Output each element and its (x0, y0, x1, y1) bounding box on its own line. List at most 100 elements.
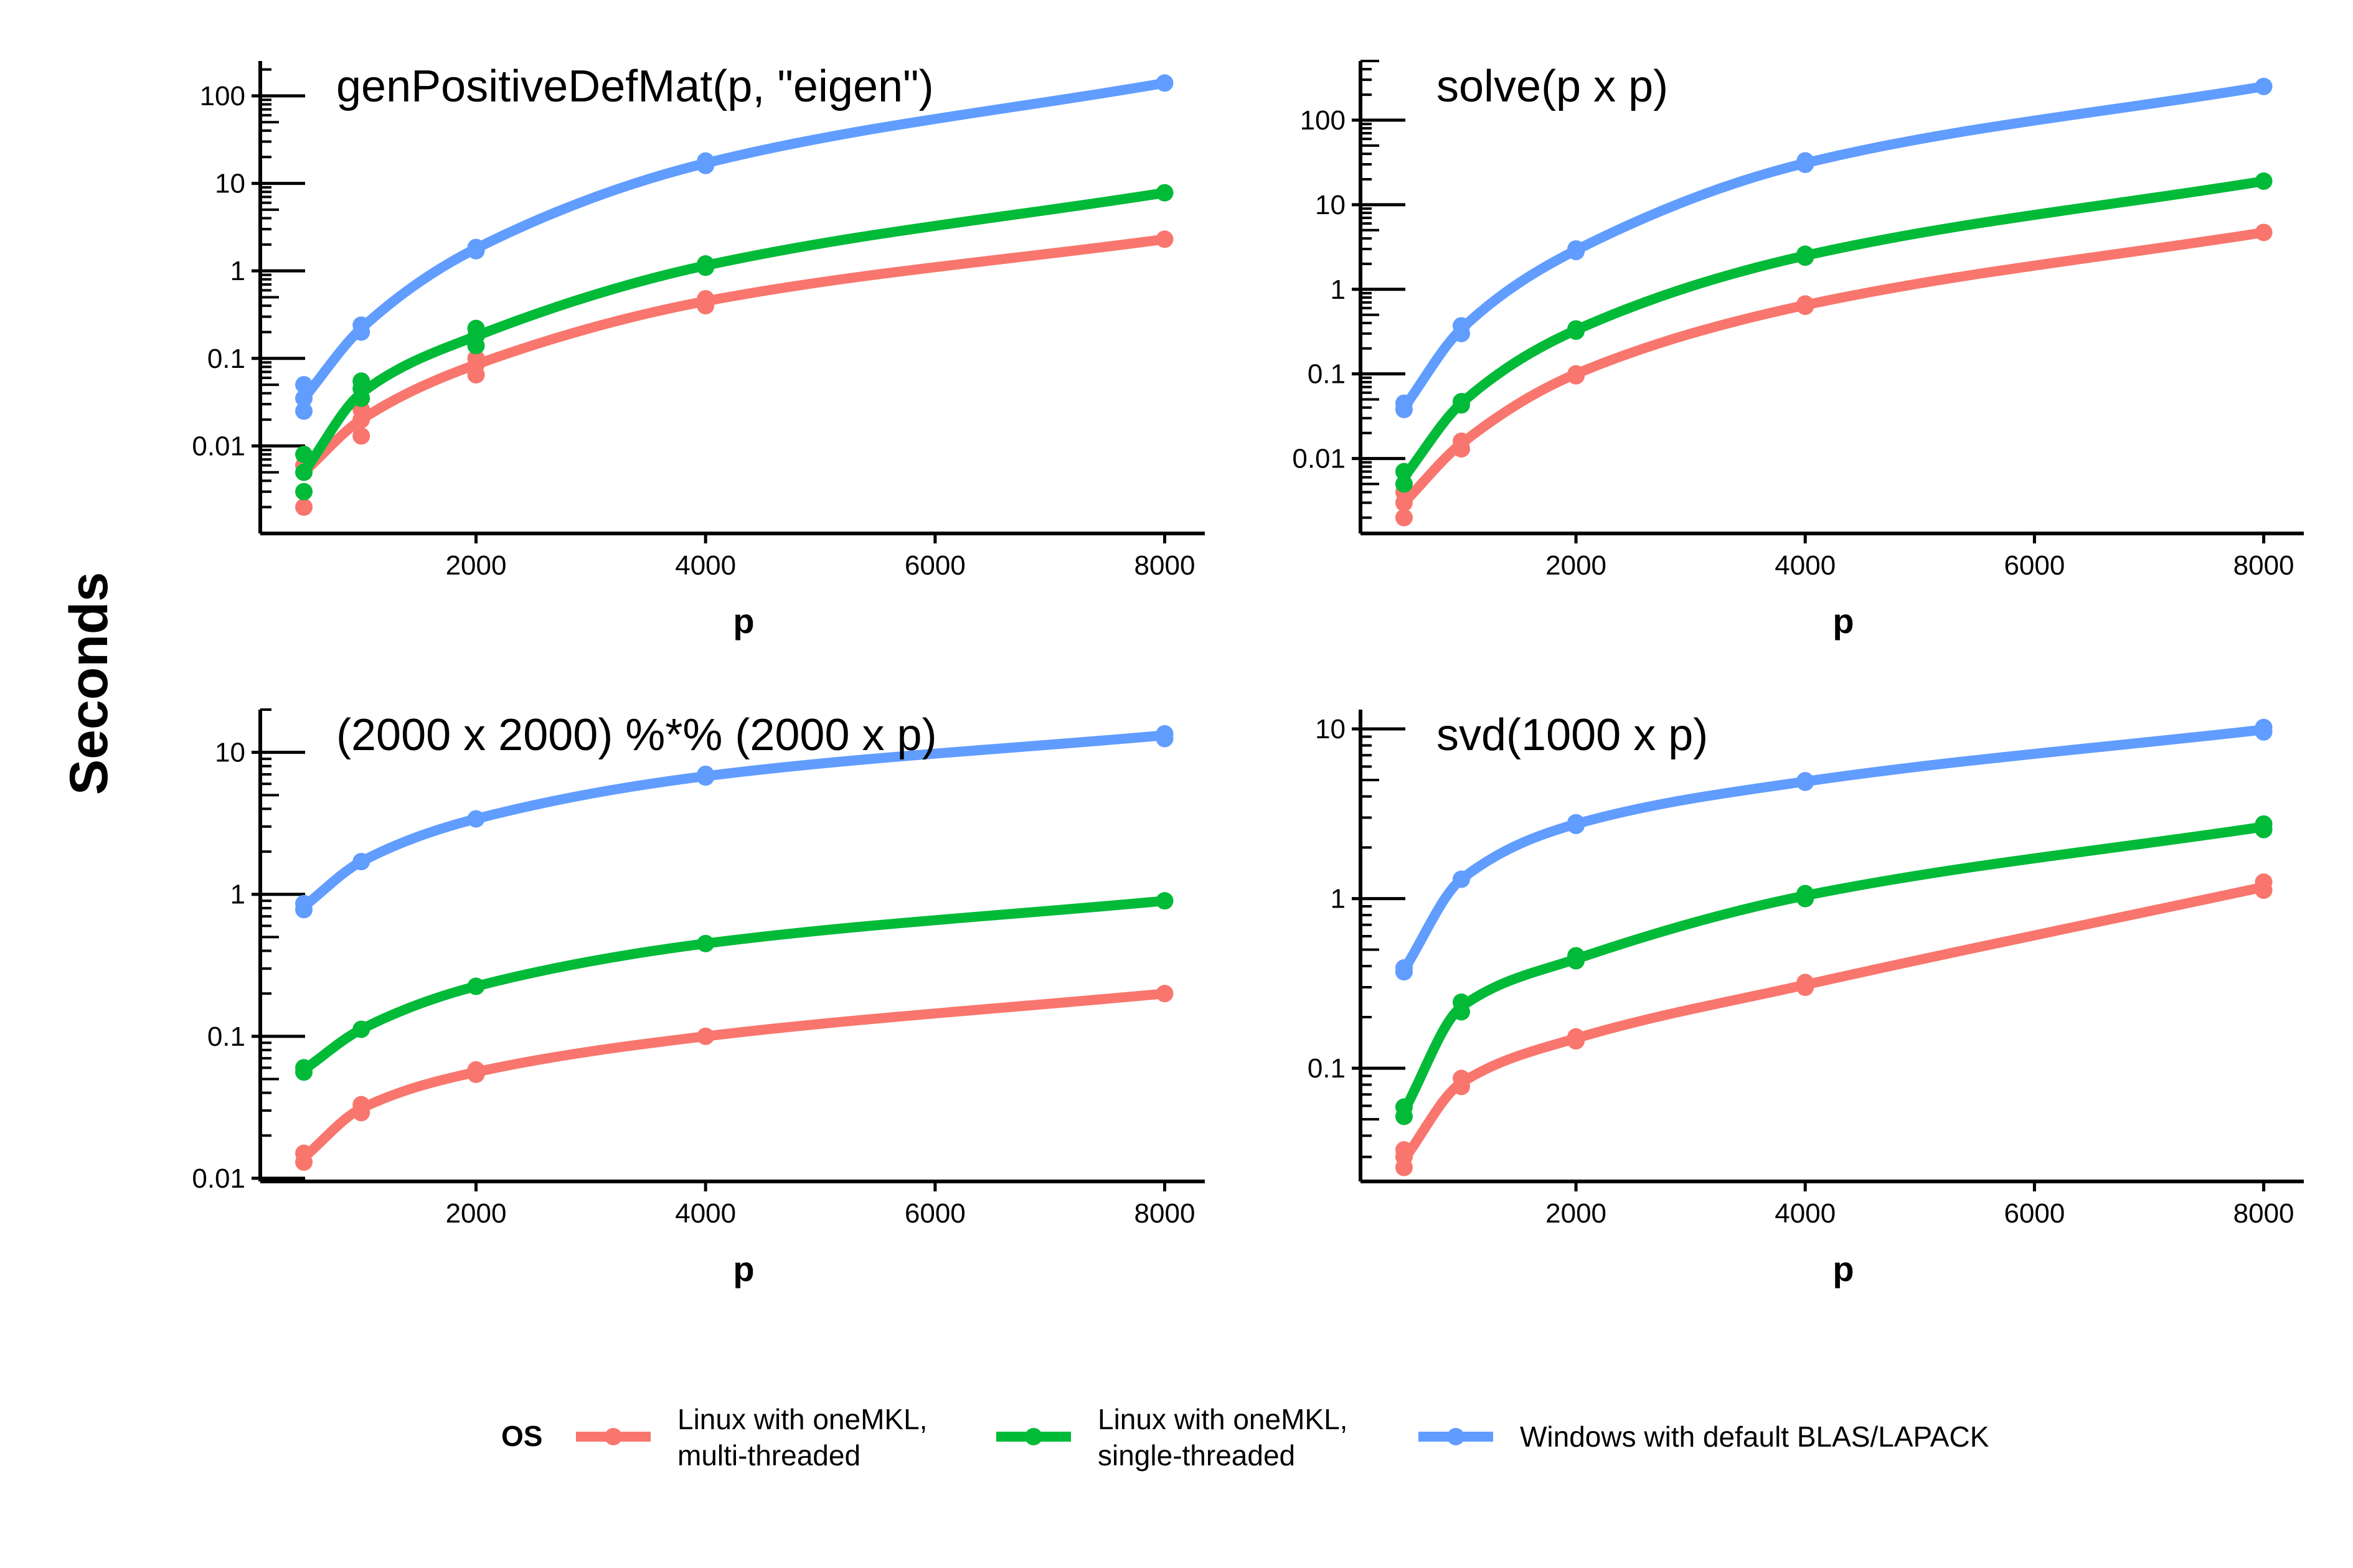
series-line (1399, 176, 2269, 482)
series-linux-with-onemkl-single-threaded (295, 892, 1174, 1081)
data-point (2255, 77, 2273, 95)
data-point (352, 427, 370, 445)
y-tick-label: 0.01 (1292, 444, 1346, 474)
y-axis-title: Seconds (59, 572, 119, 795)
data-point (1395, 475, 1413, 493)
data-point (467, 349, 485, 367)
y-tick-label: 1 (1331, 275, 1346, 305)
series-linux-with-onemkl-single-threaded (1395, 815, 2273, 1125)
data-point (295, 894, 313, 913)
y-tick-label: 1 (1331, 884, 1346, 914)
data-point (352, 853, 370, 871)
y-minor-ticks (1360, 735, 1379, 1158)
x-tick-label: 8000 (1134, 1198, 1195, 1229)
series-linux-with-onemkl-multi-threaded (295, 985, 1174, 1171)
legend-label: Windows with default BLAS/LAPACK (1520, 1420, 1989, 1453)
x-tick-label: 2000 (446, 1198, 507, 1229)
y-tick-label: 0.01 (192, 1163, 245, 1194)
x-tick-label: 6000 (2004, 550, 2065, 581)
panel-title: (2000 x 2000) %*% (2000 x p) (336, 710, 937, 760)
data-point (1452, 870, 1470, 888)
series-windows-with-default-blas-lapack (1395, 77, 2273, 418)
y-tick-label: 100 (200, 81, 245, 111)
legend-key-point (1447, 1428, 1464, 1445)
data-point (1156, 230, 1174, 248)
data-point (1395, 394, 1413, 412)
series-line (299, 187, 1170, 477)
data-point (697, 152, 715, 170)
legend-title: OS (501, 1420, 542, 1452)
y-tick-label: 0.1 (1308, 359, 1346, 390)
legend-label: Linux with oneMKL, (677, 1403, 927, 1435)
y-tick-label: 100 (1300, 105, 1346, 136)
data-point (295, 446, 313, 464)
data-point (467, 977, 485, 995)
y-minor-ticks (1360, 60, 1379, 519)
legend-entry-2: Linux with oneMKL, single-threaded (996, 1403, 1347, 1472)
data-point (1156, 985, 1174, 1003)
panel-title: genPositiveDefMat(p, "eigen") (336, 62, 934, 111)
series-line (1399, 822, 2269, 1116)
legend-key-point (605, 1428, 622, 1445)
series-linux-with-onemkl-single-threaded (295, 184, 1174, 500)
x-tick-label: 2000 (1545, 1198, 1606, 1229)
data-point (2255, 223, 2273, 242)
data-point (697, 289, 715, 307)
data-point (295, 376, 313, 394)
series-line (299, 896, 1170, 1075)
data-point (295, 402, 313, 420)
legend-entry-1: Linux with oneMKL, multi-threaded (576, 1403, 927, 1472)
y-tick-label: 1 (230, 256, 245, 286)
data-point (1567, 814, 1585, 832)
y-tick-label: 10 (215, 738, 245, 768)
data-point (1796, 885, 1814, 903)
data-point (1395, 1098, 1413, 1116)
data-point (2255, 172, 2273, 190)
y-tick-label: 0.1 (207, 1021, 245, 1052)
data-point (295, 463, 313, 481)
data-point (1567, 365, 1585, 383)
panel-4: 0.1 1 10 2000 4000 6000 8000 p svd(1000 x p) (1308, 710, 2304, 1289)
x-tick-label: 4000 (1775, 550, 1836, 581)
x-axis-title: p (1832, 1249, 1854, 1289)
data-point (697, 765, 715, 783)
x-tick-label: 6000 (2004, 1198, 2065, 1229)
data-point (1796, 152, 1814, 170)
data-point (352, 372, 370, 390)
data-point (1395, 509, 1413, 527)
panel-1: 0.01 0.1 1 10 100 2000 4000 6000 8000 p genPositiv… (192, 61, 1205, 641)
data-point (697, 1027, 715, 1045)
x-tick-label: 8000 (2233, 1198, 2294, 1229)
data-point (295, 498, 313, 516)
data-point (295, 482, 313, 500)
data-point (467, 810, 485, 828)
x-tick-label: 8000 (1134, 550, 1195, 581)
x-tick-label: 4000 (675, 550, 736, 581)
y-tick-label: 1 (230, 880, 245, 910)
data-point (2255, 815, 2273, 833)
y-tick-label: 0.1 (207, 344, 245, 374)
data-point (295, 1144, 313, 1162)
data-point (467, 319, 485, 337)
data-point (467, 1061, 485, 1079)
series-line (299, 988, 1170, 1163)
legend-label: single-threaded (1098, 1439, 1295, 1472)
y-minor-ticks (260, 708, 279, 1137)
data-point (1567, 320, 1585, 338)
data-point (1796, 245, 1814, 263)
series-line (299, 730, 1170, 912)
series-windows-with-default-blas-lapack (295, 725, 1174, 919)
panel-3: 0.01 0.1 1 10 2000 4000 6000 8000 p (2000 x 2000)… (192, 708, 1205, 1289)
x-tick-label: 4000 (1775, 1198, 1836, 1229)
data-point (2255, 718, 2273, 736)
data-point (295, 1059, 313, 1077)
data-point (352, 316, 370, 334)
panel-title: solve(p x p) (1436, 62, 1668, 111)
data-point (1452, 432, 1470, 450)
x-tick-label: 2000 (1545, 550, 1606, 581)
panel-title: svd(1000 x p) (1436, 710, 1708, 760)
data-point (1452, 993, 1470, 1012)
data-point (1395, 1141, 1413, 1159)
data-point (1567, 1028, 1585, 1046)
legend-label: Linux with oneMKL, (1098, 1403, 1347, 1435)
